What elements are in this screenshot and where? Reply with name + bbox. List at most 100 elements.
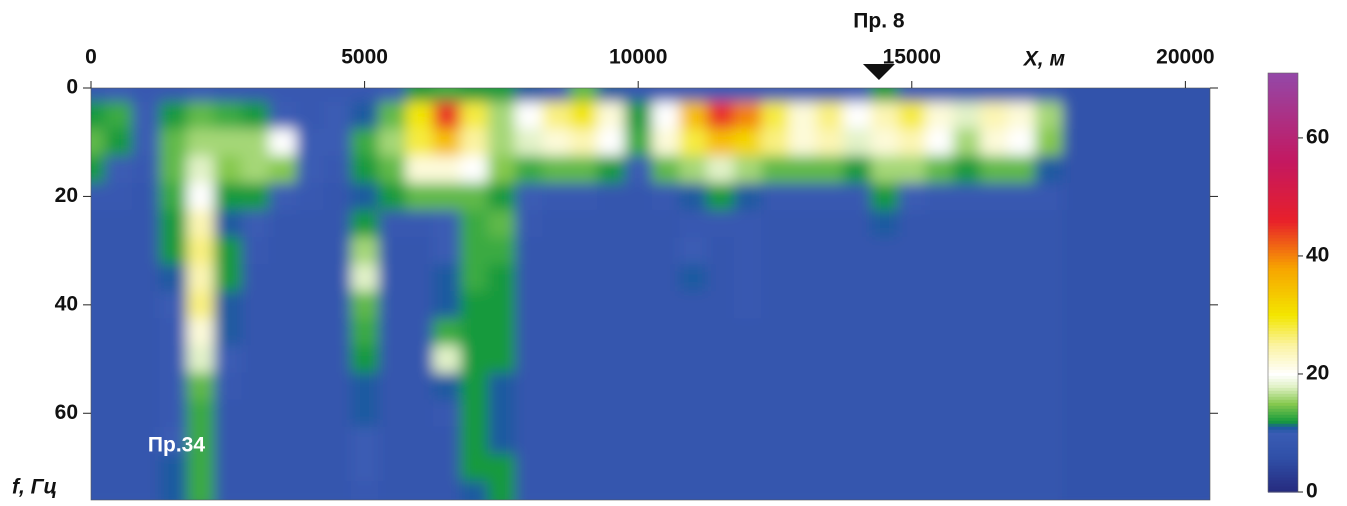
heatmap-cell <box>241 372 270 401</box>
heatmap-cell <box>706 291 735 320</box>
heatmap-cell <box>515 237 544 266</box>
heatmap-cell <box>241 209 270 239</box>
heatmap-cell <box>432 264 462 293</box>
heatmap-cell <box>651 291 681 320</box>
heatmap-cell <box>241 101 270 130</box>
heatmap-cell <box>432 453 462 483</box>
heatmap-cell <box>350 291 380 320</box>
heatmap-cell <box>268 182 298 211</box>
heatmap-cell <box>898 237 927 266</box>
x-axis-label: X, м <box>1023 48 1066 71</box>
heatmap-cell <box>104 291 134 320</box>
heatmap-cell <box>761 481 790 500</box>
heatmap-cell <box>788 291 818 320</box>
x-tick-label: 10000 <box>609 46 667 69</box>
heatmap-cell <box>1116 209 1146 239</box>
heatmap-cell <box>460 155 489 184</box>
heatmap-cell <box>323 128 352 157</box>
heatmap-cell <box>1007 399 1036 428</box>
heatmap-cell <box>487 155 517 184</box>
heatmap-cell <box>1171 481 1201 500</box>
colorbar-step <box>1268 477 1298 481</box>
heatmap-cell <box>925 345 954 374</box>
heatmap-cell <box>679 481 708 500</box>
heatmap-cell <box>241 237 270 266</box>
colorbar-step <box>1268 108 1298 113</box>
heatmap-cell <box>542 481 571 500</box>
heatmap-cell <box>1199 264 1210 293</box>
heatmap-cell <box>761 101 790 130</box>
heatmap-cell <box>378 88 407 103</box>
heatmap-cell <box>733 155 763 184</box>
heatmap-cell <box>104 237 134 266</box>
colorbar-step <box>1268 225 1298 230</box>
colorbar-step <box>1268 81 1298 86</box>
heatmap-cell <box>870 399 900 428</box>
heatmap-cell <box>515 101 544 130</box>
heatmap-cell <box>132 88 161 103</box>
heatmap-cell <box>651 237 681 266</box>
heatmap-cell <box>788 372 818 401</box>
heatmap-cell <box>706 264 735 293</box>
colorbar-step <box>1268 207 1298 212</box>
heatmap-cell <box>1034 399 1064 428</box>
heatmap-cell <box>487 453 517 483</box>
heatmap-cell <box>1089 237 1118 266</box>
heatmap-cell <box>788 453 818 483</box>
heatmap-cell <box>186 209 216 239</box>
colorbar-step <box>1268 327 1298 331</box>
heatmap-cell <box>159 453 188 483</box>
heatmap-cell <box>104 128 134 157</box>
heatmap-cell <box>1034 291 1064 320</box>
heatmap-cell <box>1199 345 1210 374</box>
heatmap-cell <box>159 128 188 157</box>
colorbar-step <box>1268 309 1298 314</box>
colorbar-step <box>1268 384 1298 388</box>
colorbar-step <box>1268 471 1298 475</box>
heatmap-cell <box>132 155 161 184</box>
heatmap-cell <box>186 101 216 130</box>
heatmap-cell <box>1007 155 1036 184</box>
heatmap-cell <box>186 481 216 500</box>
heatmap-cell <box>132 426 161 455</box>
y-axis-label: f, Гц <box>12 476 57 499</box>
colorbar-step <box>1268 249 1298 254</box>
heatmap-cell <box>733 318 763 347</box>
heatmap-cell <box>788 318 818 347</box>
heatmap-cell <box>296 101 325 130</box>
heatmap-cell <box>542 372 571 401</box>
heatmap-cell <box>104 88 134 103</box>
colorbar-step <box>1268 291 1298 296</box>
colorbar-step <box>1268 270 1298 275</box>
heatmap-cell <box>460 88 489 103</box>
heatmap-cell <box>980 101 1009 130</box>
heatmap-cell <box>624 453 653 483</box>
heatmap-cell <box>323 155 352 184</box>
heatmap-cell <box>1062 209 1091 239</box>
heatmap-cell <box>104 318 134 347</box>
heatmap-cell <box>651 372 681 401</box>
colorbar-step <box>1268 336 1298 340</box>
heatmap-cell <box>870 426 900 455</box>
colorbar-step <box>1268 183 1298 188</box>
colorbar-step <box>1268 129 1298 134</box>
heatmap-cell <box>1007 426 1036 455</box>
heatmap-cell <box>91 345 106 374</box>
heatmap-cell <box>651 182 681 211</box>
heatmap-cell <box>104 399 134 428</box>
heatmap-cell <box>1007 372 1036 401</box>
heatmap-cell <box>624 128 653 157</box>
heatmap-cell <box>405 209 434 239</box>
colorbar-step <box>1268 372 1298 376</box>
heatmap-cell <box>1199 453 1210 483</box>
colorbar-step <box>1268 273 1298 278</box>
heatmap-cell <box>761 182 790 211</box>
heatmap-cell <box>679 88 708 103</box>
heatmap-cell <box>186 318 216 347</box>
heatmap-cell <box>405 182 434 211</box>
colorbar-step <box>1268 363 1298 367</box>
heatmap-cell <box>405 426 434 455</box>
colorbar-step <box>1268 420 1298 424</box>
heatmap-cell <box>296 264 325 293</box>
heatmap-cell <box>296 399 325 428</box>
